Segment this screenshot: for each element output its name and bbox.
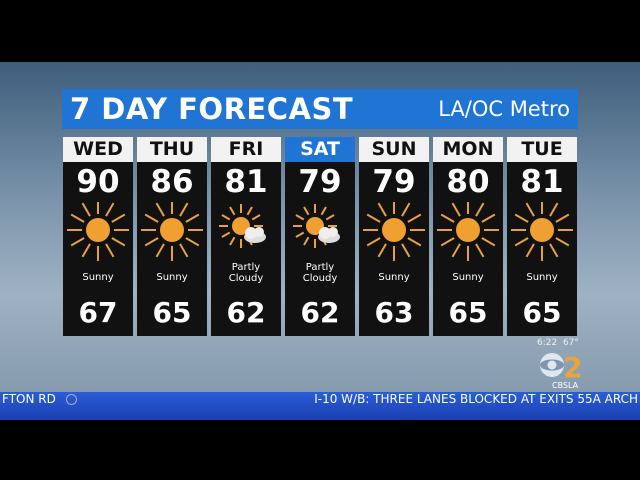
high-temp: 79 bbox=[372, 164, 416, 200]
high-temp: 90 bbox=[76, 164, 120, 200]
forecast-title: 7 DAY FORECAST bbox=[70, 92, 354, 126]
day-column-tue: TUE 81 Sunny 65 bbox=[507, 137, 577, 336]
low-temp: 65 bbox=[152, 296, 192, 329]
low-temp: 67 bbox=[78, 296, 118, 329]
current-temp: 67° bbox=[562, 338, 579, 348]
condition: Partly Cloudy bbox=[228, 262, 264, 284]
day-name: FRI bbox=[211, 137, 281, 162]
condition: Sunny bbox=[526, 272, 558, 283]
day-column-sat: SAT 79 Partly Cloudy 62 bbox=[285, 137, 355, 336]
day-column-wed: WED 90 Sunny 67 bbox=[63, 137, 133, 336]
high-temp: 81 bbox=[520, 164, 564, 200]
day-body: 80 Sunny 65 bbox=[433, 162, 503, 336]
high-temp: 86 bbox=[150, 164, 194, 200]
forecast-title-bar: 7 DAY FORECAST LA/OC Metro bbox=[62, 89, 578, 129]
day-name: MON bbox=[433, 137, 503, 162]
day-name: TUE bbox=[507, 137, 577, 162]
day-name: SAT bbox=[285, 137, 355, 162]
ticker-right-text: I-10 W/B: THREE LANES BLOCKED AT EXITS 5… bbox=[314, 392, 638, 406]
day-body: 79 Partly Cloudy 62 bbox=[285, 162, 355, 336]
condition: Sunny bbox=[156, 272, 188, 283]
condition: Partly Cloudy bbox=[302, 262, 338, 284]
time-temp: 6:22 67° bbox=[537, 338, 579, 349]
day-name: THU bbox=[137, 137, 207, 162]
cbs2-logo: 2 bbox=[540, 351, 582, 380]
social-handle: CBSLA bbox=[552, 381, 579, 390]
low-temp: 63 bbox=[374, 296, 414, 329]
day-column-thu: THU 86 Sunny 65 bbox=[137, 137, 207, 336]
forecast-region: LA/OC Metro bbox=[438, 97, 570, 121]
ticker-left-text: FTON RD bbox=[2, 392, 56, 406]
low-temp: 62 bbox=[226, 296, 266, 329]
condition: Sunny bbox=[452, 272, 484, 283]
day-column-mon: MON 80 Sunny 65 bbox=[433, 137, 503, 336]
day-name: WED bbox=[63, 137, 133, 162]
condition: Sunny bbox=[82, 272, 114, 283]
day-column-fri: FRI 81 Partly Cloudy 62 bbox=[211, 137, 281, 336]
day-column-sun: SUN 79 Sunny 63 bbox=[359, 137, 429, 336]
cbs-eye-icon bbox=[66, 394, 77, 405]
high-temp: 80 bbox=[446, 164, 490, 200]
day-name: SUN bbox=[359, 137, 429, 162]
high-temp: 79 bbox=[298, 164, 342, 200]
day-body: 81 Sunny 65 bbox=[507, 162, 577, 336]
day-body: 81 Partly Cloudy 62 bbox=[211, 162, 281, 336]
time: 6:22 bbox=[537, 338, 558, 348]
low-temp: 65 bbox=[448, 296, 488, 329]
low-temp: 65 bbox=[522, 296, 562, 329]
channel-number: 2 bbox=[563, 351, 582, 380]
news-ticker: FTON RD I-10 W/B: THREE LANES BLOCKED AT… bbox=[0, 392, 640, 420]
day-body: 90 Sunny 67 bbox=[63, 162, 133, 336]
condition: Sunny bbox=[378, 272, 410, 283]
day-body: 79 Sunny 63 bbox=[359, 162, 429, 336]
high-temp: 81 bbox=[224, 164, 268, 200]
low-temp: 62 bbox=[300, 296, 340, 329]
day-body: 86 Sunny 65 bbox=[137, 162, 207, 336]
